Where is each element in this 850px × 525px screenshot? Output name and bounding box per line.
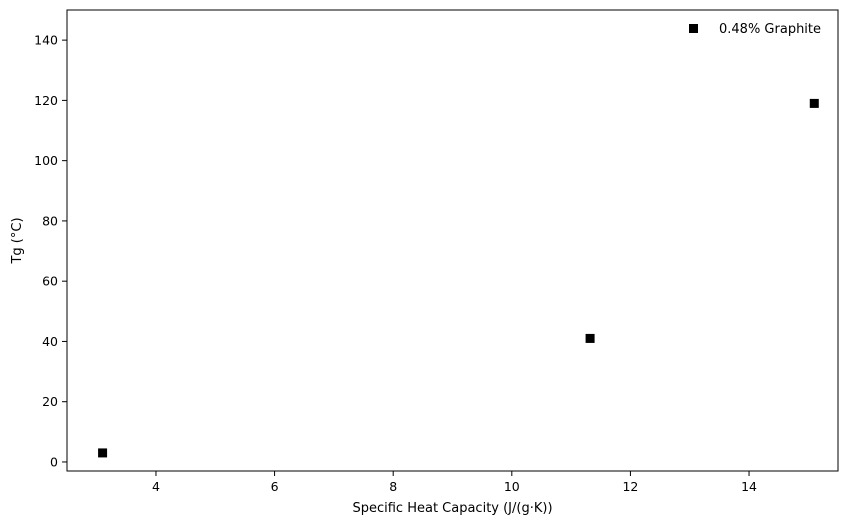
plot-frame [66, 9, 839, 472]
y-tick-label: 140 [34, 33, 58, 48]
legend-marker-square [689, 24, 698, 33]
plot-marks [98, 98, 819, 458]
data-point [98, 448, 108, 458]
legend: 0.48% Graphite [689, 22, 821, 37]
y-tick-label: 60 [42, 274, 58, 289]
x-tick-label: 10 [504, 479, 520, 494]
y-tick-label: 40 [42, 334, 58, 349]
x-axis-ticks: 4 6 8 10 12 14 [152, 471, 757, 494]
x-tick-label: 14 [741, 479, 757, 494]
y-tick-label: 120 [34, 93, 58, 108]
y-tick-label: 80 [42, 213, 58, 228]
y-tick-label: 100 [34, 153, 58, 168]
y-tick-label: 20 [42, 394, 58, 409]
legend-label: 0.48% Graphite [719, 22, 821, 37]
y-axis-ticks: 0 20 40 60 80 100 120 140 [34, 33, 67, 469]
x-tick-label: 6 [271, 479, 279, 494]
data-point [809, 98, 819, 108]
y-axis-title: Tg (°C) [10, 217, 25, 264]
y-tick-label: 0 [50, 454, 58, 469]
x-tick-label: 4 [152, 479, 160, 494]
x-axis-title: Specific Heat Capacity (J/(g·K)) [352, 501, 552, 516]
x-tick-label: 12 [622, 479, 638, 494]
data-point [585, 333, 595, 343]
x-tick-label: 8 [389, 479, 397, 494]
